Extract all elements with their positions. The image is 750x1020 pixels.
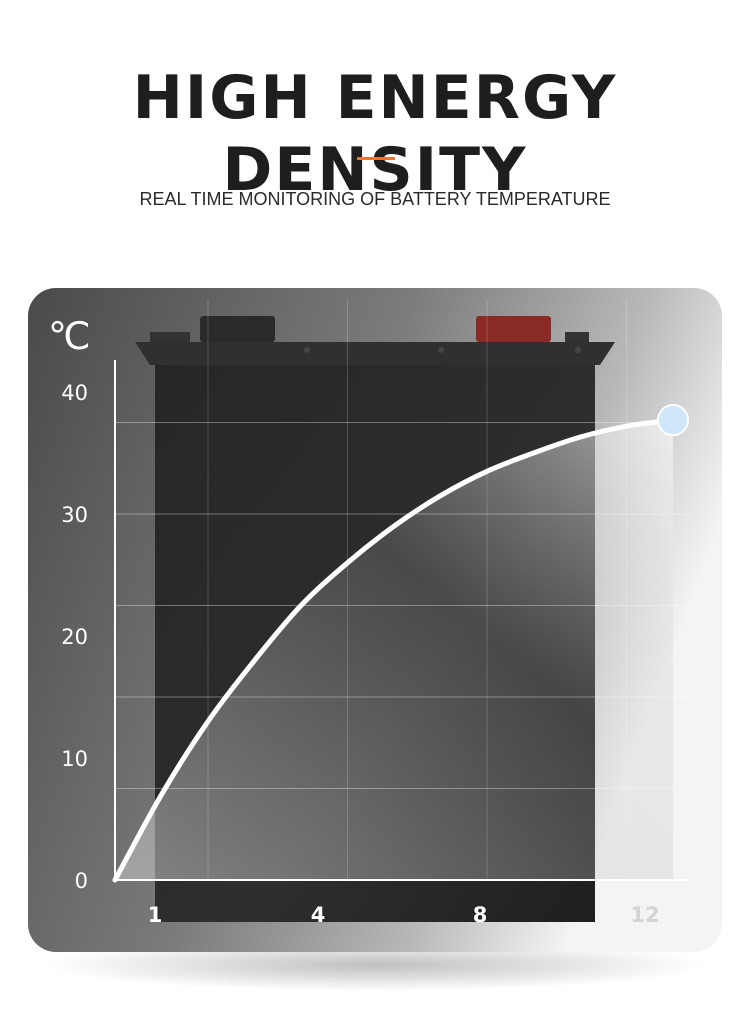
y-tick-label: 0 (75, 869, 88, 893)
curve-end-marker (657, 404, 689, 437)
x-tick-labels: 1 4 8 12 (148, 903, 660, 927)
battery-handle-left (150, 332, 190, 342)
y-tick-label: 20 (61, 625, 88, 649)
y-axis-unit-label: ℃ (48, 314, 91, 358)
page-title: HIGH ENERGY DENSITY (132, 63, 618, 205)
page-subtitle: REAL TIME MONITORING OF BATTERY TEMPERAT… (139, 189, 611, 209)
battery-lid (135, 342, 615, 365)
y-tick-label: 10 (61, 747, 88, 771)
battery-handle-right (565, 332, 589, 342)
vertical-gridlines (207, 300, 627, 880)
x-tick-label: 8 (473, 903, 488, 927)
y-tick-label: 30 (61, 503, 88, 527)
x-tick-label: 4 (311, 903, 326, 927)
battery-screw (304, 347, 310, 353)
positive-terminal (476, 316, 551, 342)
battery-screw (575, 347, 581, 353)
battery-screw (438, 347, 444, 353)
horizontal-gridlines (115, 422, 690, 789)
x-tick-label: 1 (148, 903, 163, 927)
negative-terminal (200, 316, 275, 342)
curve-fill-overlay (115, 420, 673, 880)
y-tick-labels: 0 10 20 30 40 (61, 381, 88, 893)
temperature-curve (112, 417, 676, 883)
y-tick-label: 40 (61, 381, 88, 405)
title-accent-divider (357, 157, 395, 160)
x-tick-label: 12 (630, 903, 659, 927)
